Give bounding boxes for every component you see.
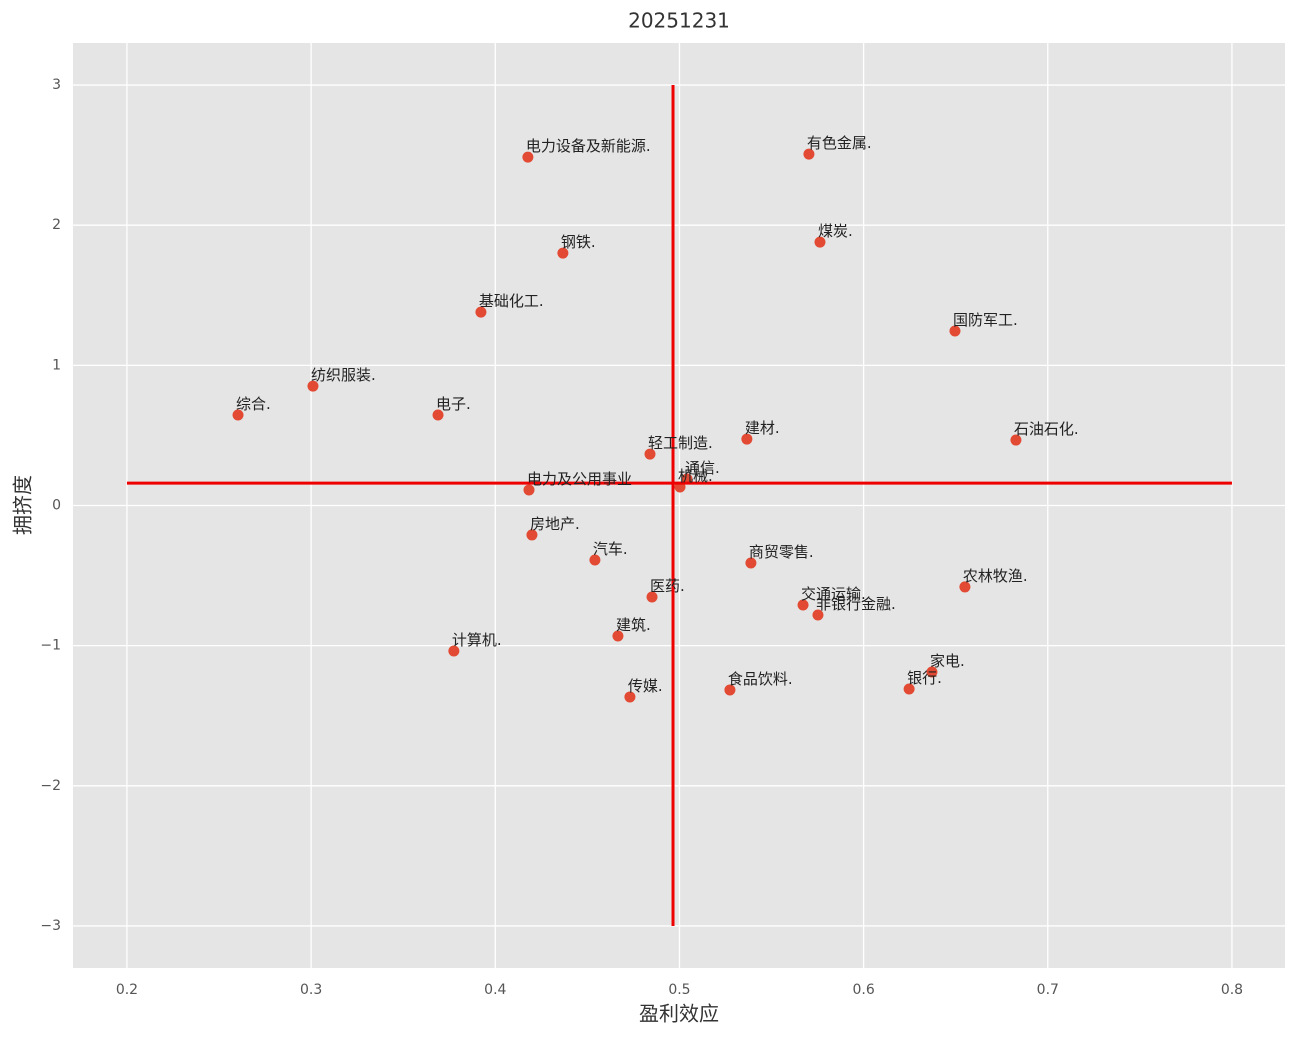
point-label: 有色金属. (807, 134, 872, 152)
point (624, 691, 636, 703)
point-label: 传媒. (628, 677, 663, 695)
point-label: 轻工制造. (648, 434, 713, 452)
point (797, 599, 809, 611)
point-label: 房地产. (530, 515, 580, 533)
point (724, 684, 736, 696)
point-label: 食品饮料. (728, 670, 793, 688)
point (526, 529, 538, 541)
point-label: 电力设备及新能源. (526, 137, 651, 155)
point (612, 630, 624, 642)
chart-title: 20251231 (628, 9, 730, 33)
x-tick-label: 0.7 (1037, 982, 1059, 998)
point-label: 商贸零售. (749, 543, 814, 561)
point-label: 纺织服装. (311, 366, 376, 384)
point (232, 409, 244, 421)
point (432, 409, 444, 421)
y-tick-label: 2 (52, 217, 61, 233)
point-label: 钢铁. (561, 233, 596, 251)
y-tick-label: 0 (52, 498, 61, 514)
point (959, 581, 971, 593)
point (523, 484, 535, 496)
point-label: 汽车. (593, 540, 628, 558)
point-label: 基础化工. (479, 292, 544, 310)
point-label: 通信. (685, 459, 720, 477)
point (926, 666, 938, 678)
point-label: 煤炭. (818, 222, 853, 240)
point (741, 433, 753, 445)
point-label: 建筑. (616, 616, 651, 634)
point (644, 448, 656, 460)
point-label: 非银行金融. (816, 595, 896, 613)
y-tick-label: −2 (40, 778, 61, 794)
y-tick-label: 3 (52, 77, 61, 93)
point (557, 247, 569, 259)
y-tick-label: 1 (52, 357, 61, 373)
point-label: 建材. (745, 419, 780, 437)
point-label: 国防军工. (953, 311, 1018, 329)
point-label: 电子. (436, 395, 471, 413)
point (903, 683, 915, 695)
point (475, 306, 487, 318)
point (1010, 434, 1022, 446)
point (803, 148, 815, 160)
x-axis-label: 盈利效应 (639, 1002, 719, 1026)
point (589, 554, 601, 566)
x-tick-label: 0.3 (300, 982, 322, 998)
x-tick-label: 0.5 (668, 982, 690, 998)
point-label: 综合. (236, 395, 271, 413)
point-label: 电力及公用事业 (527, 470, 632, 488)
x-tick-label: 0.6 (852, 982, 874, 998)
point-label: 农林牧渔. (963, 567, 1028, 585)
y-tick-label: −3 (40, 918, 61, 934)
point (522, 151, 534, 163)
point (812, 609, 824, 621)
x-tick-label: 0.4 (484, 982, 506, 998)
point (745, 557, 757, 569)
point-label: 银行. (907, 669, 942, 687)
point-label: 机械. (678, 467, 713, 485)
point (448, 645, 460, 657)
y-tick-label: −1 (40, 638, 61, 654)
x-tick-label: 0.8 (1221, 982, 1243, 998)
point-label: 石油石化. (1014, 420, 1079, 438)
point-label: 医药. (650, 577, 685, 595)
point-label: 家电. (930, 652, 965, 670)
point-label: 计算机. (452, 631, 502, 649)
point (646, 591, 658, 603)
point-label: 交通运输. (801, 585, 866, 603)
x-tick-label: 0.2 (116, 982, 138, 998)
y-axis-label: 拥挤度 (11, 475, 35, 535)
point (307, 380, 319, 392)
point (814, 236, 826, 248)
point (949, 325, 961, 337)
